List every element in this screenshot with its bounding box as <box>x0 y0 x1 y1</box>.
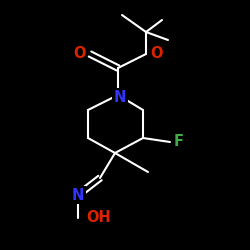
Text: N: N <box>72 188 84 202</box>
Text: F: F <box>174 134 184 150</box>
Text: OH: OH <box>86 210 111 226</box>
Text: N: N <box>114 90 126 104</box>
Text: O: O <box>150 46 162 62</box>
Text: O: O <box>74 46 86 62</box>
